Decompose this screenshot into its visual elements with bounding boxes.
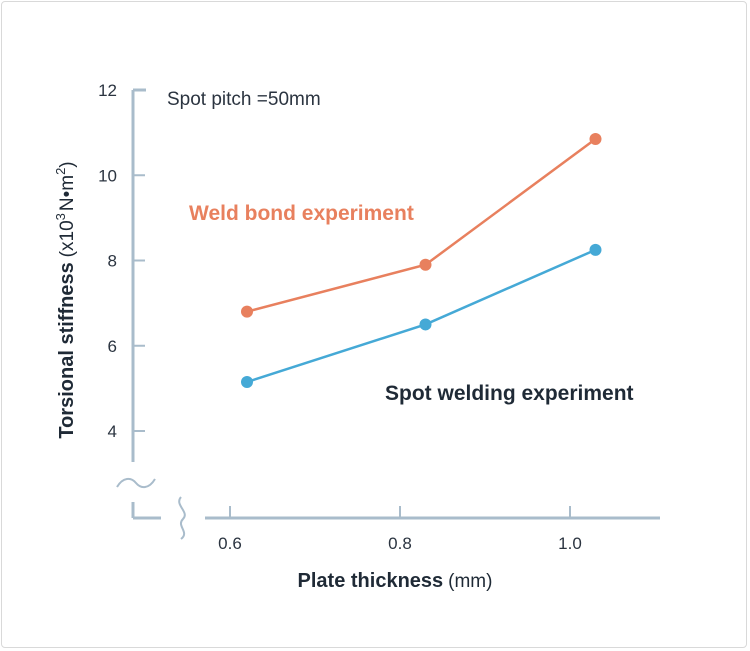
x-tick-label: 0.8 [388,534,412,553]
chart-annotation: Spot pitch =50mm [167,89,321,110]
x-axis-title-main: Plate thickness [298,570,444,592]
series-line-0 [246,138,597,313]
y-axis-title: Torsional stiffness (x103 N•m2) [53,161,78,438]
data-point-0 [241,305,253,318]
x-tick-label: 1.0 [558,534,582,553]
series-line-1 [246,248,597,384]
series-label-spot-welding: Spot welding experiment [385,382,634,405]
y-tick-label: 4 [108,422,117,441]
x-axis-break [178,496,186,540]
y-axis-title-unit-pre: (x10 [57,220,78,257]
y-tick-label: 6 [108,337,117,356]
y-axis-title-unit-mid: N•m [57,175,78,211]
data-point-0 [589,133,602,146]
y-axis: 4 6 8 10 12 [98,81,161,520]
y-axis-title-exp2: 2 [53,168,68,175]
y-tick-label: 8 [108,252,117,271]
x-axis-title: Plate thickness (mm) [298,570,493,592]
y-axis-title-main: Torsional stiffness [56,262,78,438]
y-axis-break [116,477,156,489]
data-point-1 [241,375,253,388]
y-axis-title-unit-post: ) [57,161,78,167]
y-axis-title-exp1: 3 [53,213,68,220]
x-axis-title-unit: (mm) [448,571,492,592]
data-point-1 [589,243,602,256]
y-tick-label: 12 [98,81,117,100]
x-axis: 0.6 0.8 1.0 [178,496,660,553]
data-point-1 [419,318,432,331]
x-tick-label: 0.6 [218,534,242,553]
data-point-0 [419,258,432,271]
series-label-weld-bond: Weld bond experiment [189,202,414,225]
y-tick-label: 10 [98,166,117,185]
